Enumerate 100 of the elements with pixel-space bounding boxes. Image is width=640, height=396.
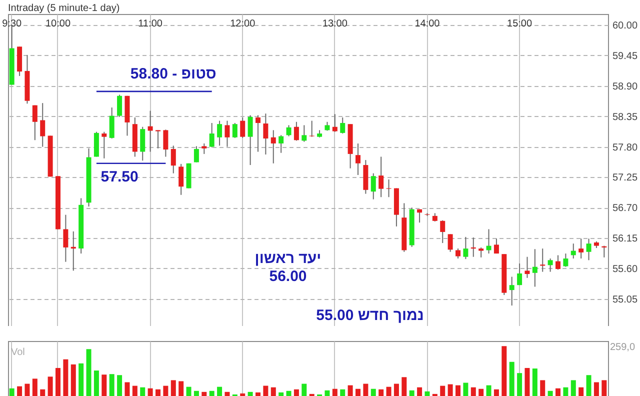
- bar: [570, 380, 576, 396]
- bar: [424, 391, 430, 396]
- candlestick: [156, 130, 160, 149]
- candlestick: [170, 145, 176, 174]
- bar: [140, 387, 146, 396]
- candlestick: [486, 228, 492, 254]
- candlestick: [448, 234, 453, 252]
- candlestick: [270, 130, 276, 164]
- x-tick-label: 12:00: [230, 18, 256, 30]
- bar: [78, 363, 84, 396]
- candlestick: [563, 253, 568, 268]
- bar: [302, 384, 307, 396]
- y-tick-label: 56.70: [612, 203, 638, 214]
- y-tick-label: 56.15: [612, 234, 638, 245]
- candlestick: [224, 120, 230, 148]
- bar: [86, 349, 92, 396]
- bar: [556, 388, 560, 396]
- candlestick: [532, 248, 538, 288]
- bar: [456, 385, 460, 396]
- candlestick: [148, 110, 153, 152]
- bar: [470, 387, 476, 396]
- candlestick: [163, 129, 168, 158]
- y-tick-label: 55.60: [612, 264, 638, 275]
- candlestick: [63, 214, 68, 262]
- bar: [348, 385, 353, 396]
- y-tick-label: 57.25: [612, 172, 638, 184]
- bar: [156, 389, 160, 396]
- bar: [386, 386, 392, 396]
- candlestick: [540, 248, 546, 272]
- candlestick: [356, 142, 360, 176]
- x-tick-label: 11:00: [138, 18, 163, 30]
- candlestick: [602, 245, 607, 258]
- bar: [440, 386, 446, 396]
- bar: [217, 386, 222, 396]
- bar: [278, 392, 284, 396]
- bar: [602, 380, 607, 396]
- text: 259,0: [610, 342, 636, 353]
- bar: [263, 386, 268, 396]
- bar: [202, 392, 207, 396]
- bar: [409, 390, 414, 396]
- candlestick: [263, 113, 268, 156]
- ref-line-label: 58.80 - סטופ: [130, 65, 216, 82]
- bar: [578, 387, 584, 396]
- bar: [209, 390, 214, 396]
- bar: [532, 368, 538, 396]
- candlestick: [117, 94, 122, 118]
- candlestick: [302, 124, 307, 142]
- candlestick: [417, 208, 422, 224]
- bar: [502, 346, 507, 396]
- bar: [594, 382, 599, 396]
- candlestick: [478, 246, 484, 258]
- bar: [324, 390, 330, 396]
- bar: [448, 384, 453, 396]
- chart-title: Vol: [11, 347, 25, 358]
- candlestick: [40, 102, 46, 148]
- candlestick: [309, 120, 314, 138]
- candlestick: [332, 114, 338, 132]
- x-tick-label: 10:00: [45, 18, 71, 30]
- candlestick: [556, 254, 560, 270]
- bar: [24, 384, 30, 396]
- candlestick: [70, 230, 76, 272]
- bar: [363, 384, 368, 396]
- candlestick: [548, 258, 553, 272]
- bar: [224, 392, 230, 396]
- candlestick: [209, 122, 214, 148]
- candlestick: [109, 106, 114, 139]
- candlestick: [586, 238, 592, 261]
- bar: [524, 368, 530, 396]
- bar: [9, 388, 14, 396]
- candlestick: [509, 276, 514, 306]
- bar: [132, 386, 138, 396]
- bar: [286, 390, 292, 396]
- bar: [417, 387, 422, 396]
- bar: [270, 387, 276, 396]
- bar: [586, 375, 592, 396]
- chart-title: Intraday (5 minute-1 day): [8, 3, 120, 14]
- bar: [256, 392, 260, 396]
- bar: [548, 390, 553, 396]
- candlestick: [340, 116, 346, 134]
- candlestick: [202, 142, 207, 154]
- bar: [356, 388, 360, 396]
- bar: [148, 388, 153, 396]
- candlestick: [194, 146, 199, 163]
- candlestick: [178, 163, 184, 196]
- candlestick: [248, 114, 253, 166]
- candlestick: [278, 134, 284, 154]
- bar: [186, 386, 192, 396]
- bar: [463, 382, 468, 396]
- candlestick: [517, 262, 522, 286]
- y-tick-label: 58.35: [612, 112, 638, 123]
- candlestick: [463, 236, 468, 260]
- candlestick: [378, 156, 384, 198]
- bar: [517, 373, 522, 396]
- bar: [332, 388, 338, 396]
- bar: [48, 376, 53, 396]
- x-tick-label: 15:00: [507, 18, 532, 30]
- bar: [486, 385, 492, 396]
- bar: [248, 392, 253, 396]
- bar: [163, 386, 168, 396]
- x-tick-label: 13:00: [322, 18, 348, 30]
